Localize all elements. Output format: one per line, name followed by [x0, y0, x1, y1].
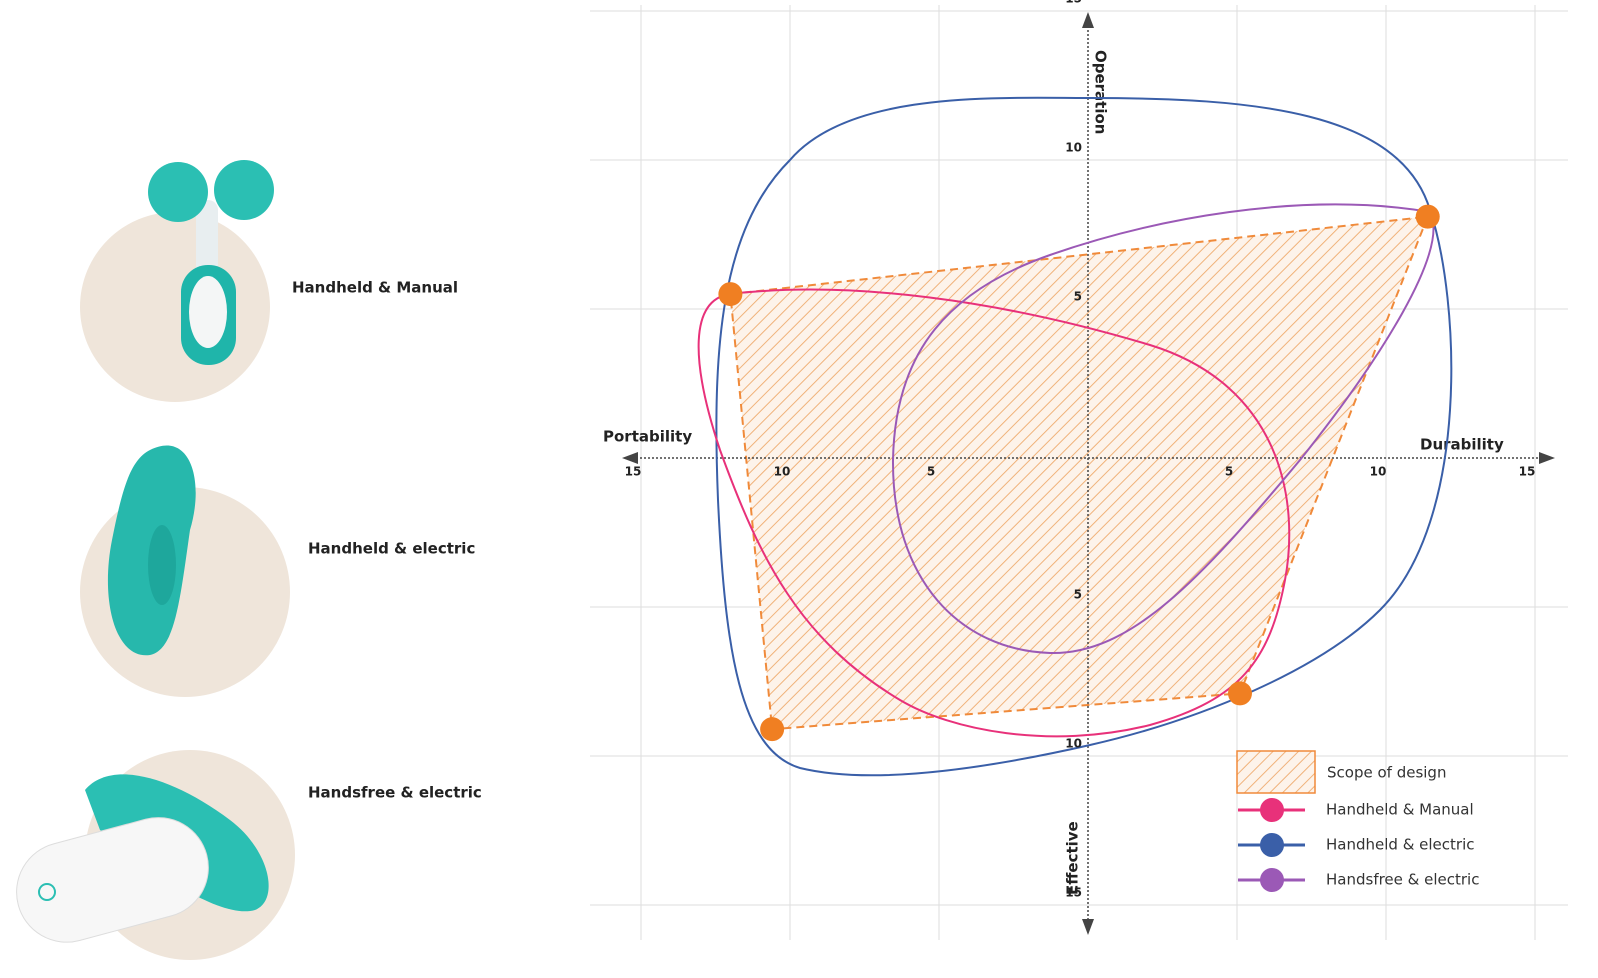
axis-label: Portability — [603, 428, 692, 446]
curve-handsfree — [891, 203, 1435, 655]
legend-label: Handheld & electric — [1326, 836, 1475, 854]
y-tick-label: 10 — [1065, 141, 1082, 155]
axis-label: Durability — [1420, 436, 1504, 454]
legend-label: Handheld & Manual — [1326, 801, 1474, 819]
product-label: Handheld & Manual — [292, 279, 458, 297]
legend: Handheld & Manual Handheld & electric Hand… — [1238, 798, 1479, 892]
x-tick-label: 10 — [1370, 465, 1387, 479]
legend-dot — [1260, 798, 1284, 822]
curve-handheld-manual — [697, 288, 1291, 738]
scope-points — [718, 204, 1440, 742]
y-tick-label: 15 — [1065, 0, 1082, 6]
arrow — [1082, 12, 1094, 28]
scope-point — [1415, 204, 1440, 229]
y-tick-label: 5 — [1074, 588, 1082, 602]
product-manual — [80, 160, 274, 402]
arrow — [1082, 919, 1094, 935]
legend-label: Handsfree & electric — [1326, 871, 1479, 889]
x-tick-label: 5 — [1225, 465, 1233, 479]
product-label: Handsfree & electric — [308, 784, 482, 802]
x-tick-label: 15 — [625, 465, 642, 479]
scope-point — [718, 282, 743, 307]
x-tick-label: 15 — [1519, 465, 1536, 479]
legend-label: Scope of design — [1327, 764, 1446, 782]
arrow — [1539, 452, 1555, 464]
axis-label: Operation — [1092, 50, 1110, 134]
curve-handheld-electric — [715, 96, 1453, 777]
y-tick-label: 15 — [1065, 886, 1082, 900]
product-handsfree — [16, 750, 295, 960]
y-tick-label: 5 — [1074, 290, 1082, 304]
x-tick-label: 10 — [774, 465, 791, 479]
legend-dot — [1260, 833, 1284, 857]
arrow — [622, 452, 638, 464]
y-tick-label: 10 — [1065, 737, 1082, 751]
scope-point — [760, 717, 785, 742]
legend-dot — [1260, 868, 1284, 892]
axis-label: Effective — [1064, 821, 1082, 895]
product-label: Handheld & electric — [308, 540, 475, 558]
product-electric-handheld — [80, 445, 290, 697]
scope-point — [1227, 681, 1252, 706]
legend-swatch — [1236, 750, 1316, 794]
x-tick-label: 5 — [927, 465, 935, 479]
